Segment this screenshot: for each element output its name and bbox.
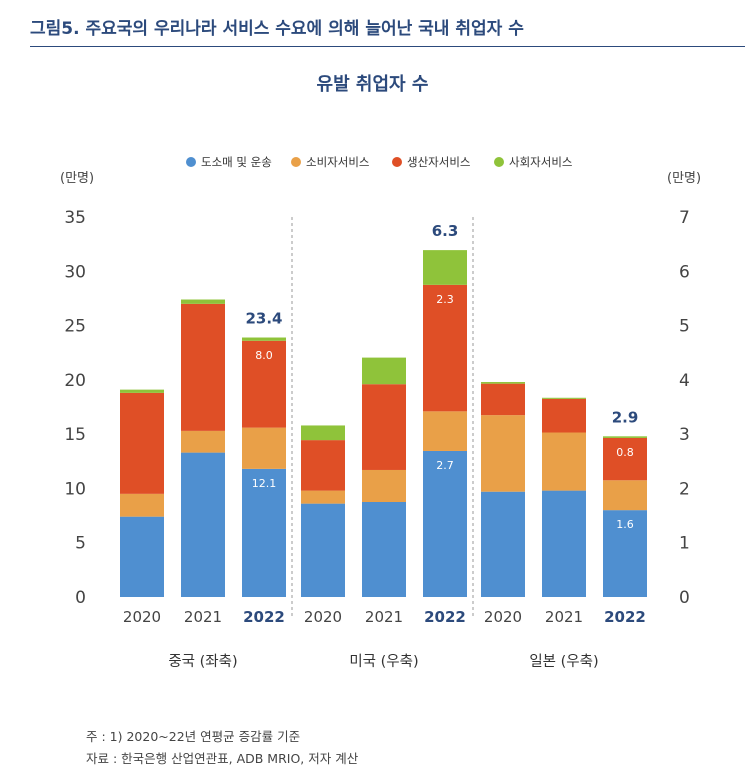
right-tick-label: 2 <box>679 479 690 499</box>
notes: 주 : 1) 2020~22년 연평균 증감률 기준 자료 : 한국은행 산업연… <box>86 726 358 770</box>
group-label: 미국 (우축) <box>349 653 418 670</box>
bar-segment <box>120 392 164 494</box>
left-tick-label: 35 <box>64 208 86 228</box>
bar-segment <box>542 432 586 491</box>
bar-segment <box>423 284 467 412</box>
legend-marker <box>494 157 504 167</box>
bar-segment <box>542 397 586 399</box>
bar-segment <box>181 299 225 304</box>
left-axis-unit: (만명) <box>60 171 94 186</box>
chart-title: 유발 취업자 수 <box>316 74 429 95</box>
right-tick-label: 1 <box>679 534 690 554</box>
left-tick-label: 10 <box>64 479 86 499</box>
legend-label: 생산자서비스 <box>407 155 470 169</box>
source-line: 자료 : 한국은행 산업연관표, ADB MRIO, 저자 계산 <box>86 751 359 766</box>
year-label: 2022 <box>604 608 646 626</box>
year-label: 2022 <box>424 608 466 626</box>
right-axis-unit: (만명) <box>667 171 701 186</box>
year-label: 2021 <box>365 608 403 626</box>
segment-label: 8.0 <box>255 349 273 362</box>
bar-segment <box>181 452 225 597</box>
bar-segment <box>242 468 286 597</box>
group-label: 중국 (좌축) <box>168 653 237 670</box>
left-tick-label: 20 <box>64 371 86 391</box>
legend-marker <box>291 157 301 167</box>
left-tick-label: 25 <box>64 317 86 337</box>
bar-total-label: 2.9 <box>612 408 639 426</box>
year-label: 2020 <box>484 608 522 626</box>
bar-total-label: 23.4 <box>245 310 282 328</box>
bar-segment <box>423 250 467 285</box>
bar-segment <box>362 469 406 502</box>
bar-segment <box>362 384 406 470</box>
year-label: 2020 <box>123 608 161 626</box>
bar-segment <box>242 427 286 469</box>
bar-segment <box>120 516 164 597</box>
segment-label: 12.1 <box>252 477 277 490</box>
legend-label: 사회자서비스 <box>509 155 572 169</box>
title-rule <box>30 46 745 47</box>
bar-segment <box>242 340 286 428</box>
bar-segment <box>603 436 647 438</box>
legend-marker <box>186 157 196 167</box>
bar-total-label: 6.3 <box>432 222 459 240</box>
bar-segment <box>423 450 467 597</box>
note-line: 주 : 1) 2020~22년 연평균 증감률 기준 <box>86 729 301 744</box>
group-label: 일본 (우축) <box>529 653 598 670</box>
legend-label: 소비자서비스 <box>306 155 369 169</box>
bar-segment <box>603 437 647 481</box>
bar-segment <box>301 440 345 491</box>
bar-segment <box>603 510 647 597</box>
bar-segment <box>362 357 406 385</box>
segment-label: 2.7 <box>436 459 454 472</box>
year-label: 2021 <box>184 608 222 626</box>
bar-segment <box>423 411 467 451</box>
bar-segment <box>181 430 225 453</box>
figure-title: 그림5. 주요국의 우리나라 서비스 수요에 의해 늘어난 국내 취업자 수 <box>30 19 524 39</box>
segment-label: 2.3 <box>436 293 454 306</box>
right-tick-label: 3 <box>679 425 690 445</box>
left-tick-label: 30 <box>64 262 86 282</box>
bar-segment <box>481 383 525 416</box>
right-tick-label: 7 <box>679 208 690 228</box>
bar-segment <box>362 502 406 597</box>
bar-segment <box>301 503 345 597</box>
left-tick-label: 0 <box>75 588 86 608</box>
legend-label: 도소매 및 운송 <box>201 155 272 169</box>
bar-segment <box>242 337 286 341</box>
right-tick-label: 6 <box>679 262 690 282</box>
bar-segment <box>481 415 525 492</box>
segment-label: 1.6 <box>616 518 634 531</box>
bar-segment <box>542 490 586 597</box>
right-tick-label: 0 <box>679 588 690 608</box>
left-tick-label: 5 <box>75 534 86 554</box>
year-label: 2021 <box>545 608 583 626</box>
bar-segment <box>120 389 164 393</box>
bar-segment <box>542 398 586 433</box>
bar-segment <box>120 493 164 517</box>
year-label: 2020 <box>304 608 342 626</box>
right-tick-label: 5 <box>679 317 690 337</box>
bar-segment <box>301 425 345 441</box>
year-label: 2022 <box>243 608 285 626</box>
bar-segment <box>181 303 225 431</box>
left-tick-label: 15 <box>64 425 86 445</box>
bar-segment <box>481 382 525 384</box>
bar-segment <box>301 490 345 504</box>
bar-segment <box>481 491 525 597</box>
segment-label: 0.8 <box>616 446 634 459</box>
right-tick-label: 4 <box>679 371 690 391</box>
bar-segment <box>603 480 647 511</box>
legend-marker <box>392 157 402 167</box>
